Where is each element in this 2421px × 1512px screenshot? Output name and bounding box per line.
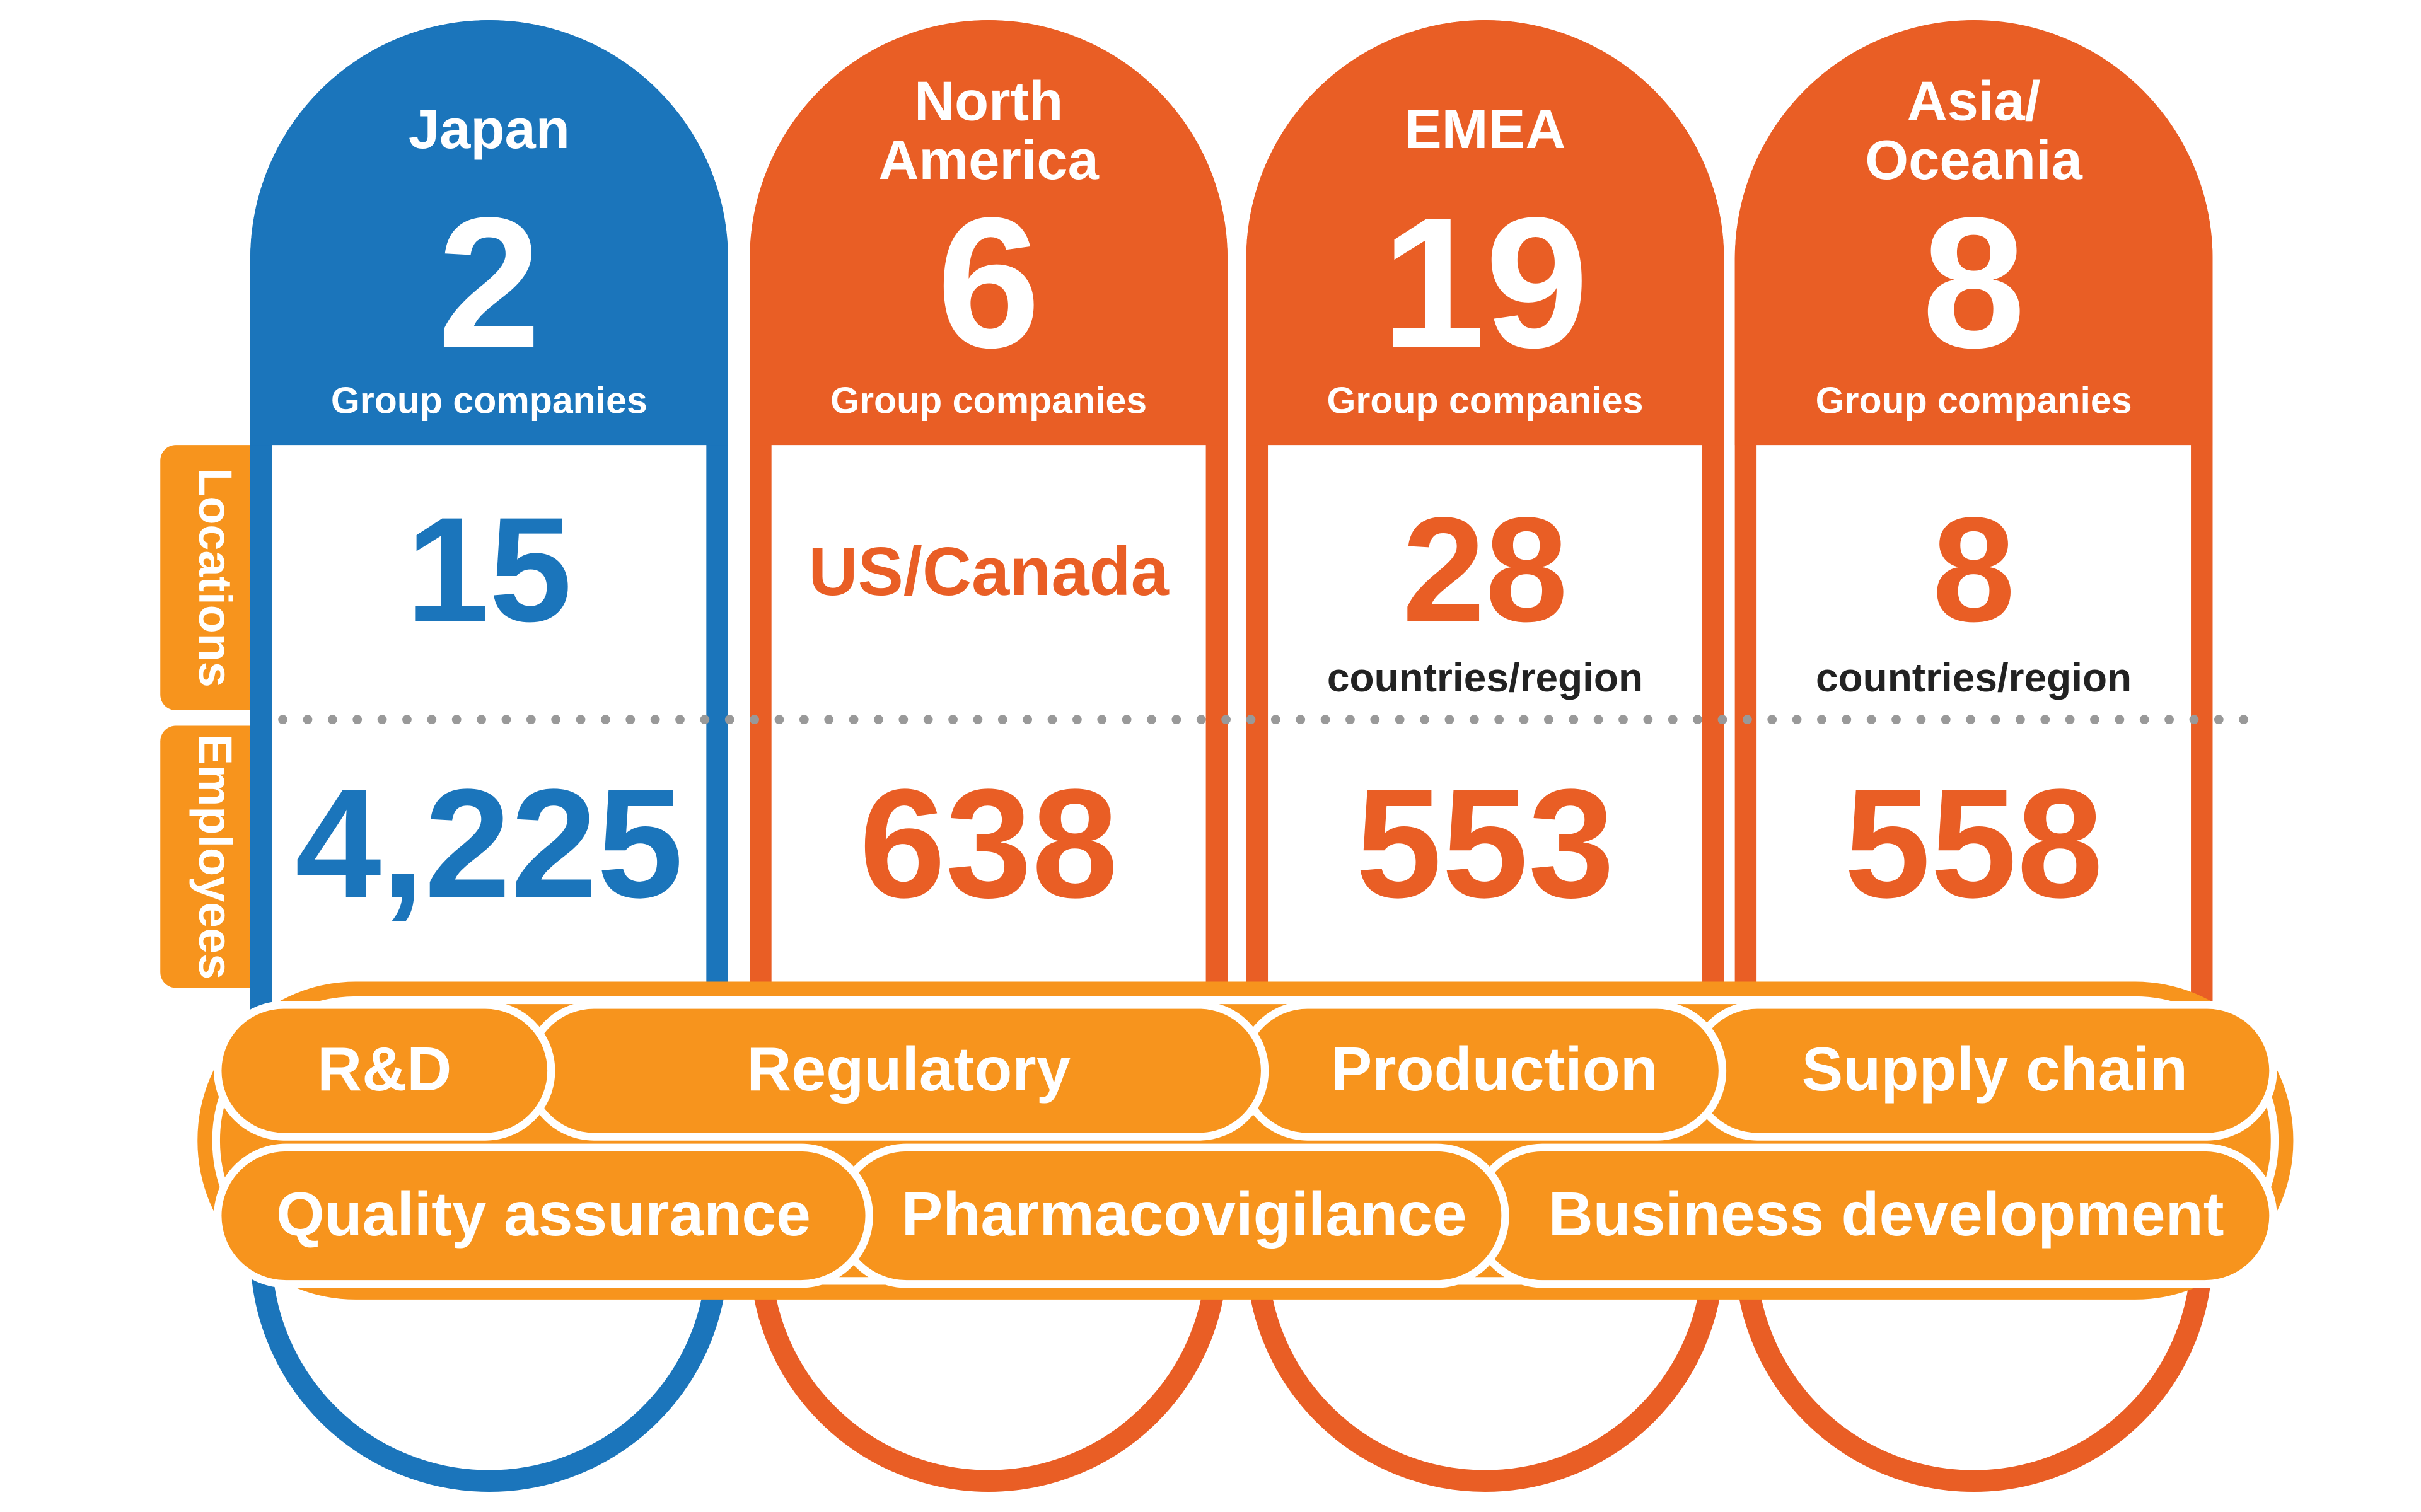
locations-note: countries/region [1816, 655, 2132, 700]
region-name: Japan [409, 98, 570, 160]
function-label: Quality assurance [276, 1179, 811, 1249]
locations: 28 [1402, 487, 1568, 653]
group-label: Group companies [331, 379, 647, 421]
group-label: Group companies [1816, 379, 2132, 421]
function-label: Regulatory [746, 1034, 1071, 1104]
region-name: EMEA [1405, 98, 1566, 160]
locations-note: countries/region [1327, 655, 1643, 700]
employees: 558 [1844, 757, 2103, 930]
group-count: 2 [438, 178, 541, 386]
region-name: Oceania [1865, 129, 2082, 191]
region-name: Asia/ [1907, 70, 2041, 132]
region-name: North [914, 70, 1063, 132]
function-label: Business development [1548, 1179, 2224, 1249]
row-label-box [160, 445, 269, 710]
column-header [250, 20, 728, 446]
employees: 4,225 [295, 757, 683, 930]
column-header [1734, 20, 2213, 446]
group-label: Group companies [830, 379, 1147, 421]
group-count: 6 [937, 178, 1040, 386]
function-label: Pharmacovigilance [902, 1179, 1467, 1249]
column-header [1246, 20, 1724, 446]
group-count: 19 [1381, 178, 1588, 386]
function-pill [214, 1001, 555, 1141]
function-label: R&D [317, 1034, 451, 1104]
locations: US/Canada [808, 533, 1169, 609]
row-label: Locations [189, 468, 241, 688]
group-count: 8 [1922, 178, 2025, 386]
employees: 638 [859, 757, 1118, 930]
locations: 15 [407, 487, 572, 653]
function-pill [214, 1143, 873, 1288]
employees: 553 [1356, 757, 1615, 930]
function-label: Supply chain [1802, 1034, 2188, 1104]
function-label: Production [1331, 1034, 1658, 1104]
column-header [750, 20, 1228, 446]
group-label: Group companies [1327, 379, 1644, 421]
row-label: Employees [189, 734, 241, 980]
row-label-box [160, 725, 269, 988]
locations: 8 [1932, 487, 2015, 653]
region-name: America [878, 129, 1099, 191]
